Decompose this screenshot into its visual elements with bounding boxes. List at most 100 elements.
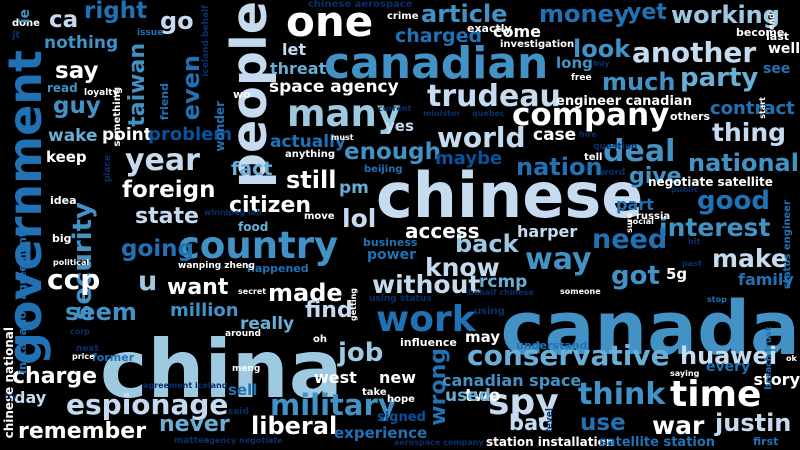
word-seem: seem (65, 298, 137, 326)
word-negotiate-satellite: negotiate satellite (648, 175, 773, 189)
word-minister: minister (423, 109, 461, 118)
word-find: find (305, 298, 353, 323)
word-last: last (766, 30, 789, 43)
word-espionage: espionage (66, 388, 229, 421)
word-wonder: wonder (213, 101, 227, 152)
word-stop: stop (707, 295, 727, 304)
word-two: two (465, 386, 501, 406)
word-station-installation: station installation (486, 435, 615, 449)
word-canadian-space: canadian space (442, 371, 582, 390)
word-free: free (571, 73, 592, 83)
word-exactly: exactly (467, 22, 512, 35)
word-made: made (268, 279, 343, 307)
word-iceland-behalf: iceland behalf (201, 5, 211, 77)
word-pm: pm (339, 178, 369, 198)
word-said: said (228, 407, 249, 417)
word-give: give (629, 164, 682, 189)
word-power: power (367, 247, 416, 263)
word-experience: experience (334, 424, 428, 442)
word-read: read (47, 81, 78, 95)
word-look: look (573, 35, 631, 63)
word-job: job (338, 338, 384, 368)
word-really: really (240, 314, 295, 334)
word-question: question (593, 142, 638, 152)
word-move: move (304, 211, 335, 222)
word-someone: someone (560, 287, 601, 296)
word-remember: remember (18, 419, 147, 444)
word-access: access (405, 219, 480, 243)
word-one: one (286, 0, 374, 46)
word-liberal: liberal (251, 412, 338, 440)
word-military: military (270, 388, 397, 422)
word-even: even (177, 55, 205, 121)
word-long: long (556, 54, 593, 72)
word-corp: corp (70, 327, 90, 336)
word-jt: jt (12, 30, 21, 41)
word-threat: threat (270, 59, 327, 78)
word-enough: enough (344, 139, 441, 165)
word-charged: charged (395, 25, 483, 47)
word-war: war (652, 411, 705, 440)
word-west: west (314, 368, 357, 387)
word-5g: 5g (666, 265, 688, 283)
word-idea: idea (50, 194, 77, 207)
word-let: let (282, 40, 306, 59)
word-take: take (362, 387, 387, 398)
word-trudeau: trudeau (427, 79, 561, 114)
word-influence: influence (400, 336, 457, 349)
word-satellite-station: satellite station (599, 435, 716, 450)
word-come: come (493, 22, 541, 41)
word-behalf-chinese: behalf chinese (468, 288, 534, 297)
word-citizen: citizen (229, 193, 312, 218)
word-interest: interest (659, 213, 771, 242)
word-nation: nation (516, 153, 603, 181)
word-beijing: beijing (364, 164, 403, 175)
word-justin: justin (715, 409, 792, 437)
word-huawei: huawei (680, 342, 778, 370)
word-ie: ie (17, 9, 33, 24)
word-big: big (52, 232, 72, 245)
word-oh: oh (313, 334, 327, 345)
word-use: use (580, 410, 626, 436)
word-state: state (135, 204, 199, 229)
word-going: going (121, 236, 194, 262)
word-go: go (160, 7, 194, 35)
word-first: first (753, 435, 779, 448)
word-company: company (512, 97, 670, 133)
word-still: still (286, 166, 337, 194)
word-china: china (100, 323, 343, 416)
word-never: never (159, 412, 230, 437)
word-issue: issue (137, 28, 164, 38)
word-hire: hire (579, 130, 597, 139)
word-russia: russia (636, 211, 671, 222)
word-tell: tell (584, 152, 603, 163)
word-contract: contract (710, 98, 795, 119)
word-time: time (670, 374, 762, 415)
word-getting: getting (349, 288, 358, 321)
word-sell: sell (228, 381, 258, 399)
word-former: former (92, 351, 135, 364)
word-chinese-national: chinese national (2, 327, 16, 439)
word-canadian: canadian (324, 38, 549, 89)
word-year: year (125, 143, 200, 178)
word-many: many (287, 92, 401, 135)
word-family: family (738, 270, 794, 289)
word-guy: guy (53, 93, 101, 119)
word-foreign: foreign (122, 177, 216, 203)
word-lol: lol (342, 204, 377, 233)
word-ok: ok (786, 354, 797, 363)
word-yet: yet (627, 0, 667, 25)
word-back: back (455, 230, 519, 258)
word-problem: problem (148, 124, 233, 145)
word-working: working (671, 1, 780, 29)
word-thing: thing (712, 118, 787, 147)
word-aerospace-company: aerospace company (394, 438, 484, 447)
word-must: must (331, 133, 354, 142)
word-party: party (680, 63, 759, 93)
word-matter: matter (174, 436, 209, 446)
word-rcmp: rcmp (479, 272, 528, 292)
word-buy: buy (593, 59, 610, 68)
word-national: national (688, 149, 799, 177)
word-saying: saying (670, 369, 700, 378)
